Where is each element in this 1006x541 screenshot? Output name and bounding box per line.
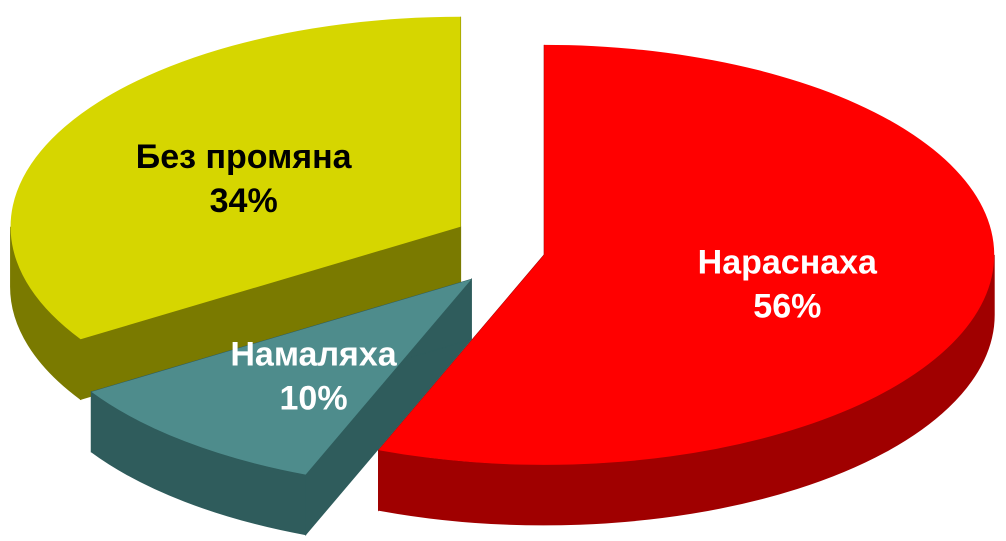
pie-slice [10,16,461,340]
slice-value-label: 56% [753,287,821,325]
pie-slice [378,44,995,465]
slice-value-label: 34% [210,182,278,220]
slice-label: Без промяна [136,138,353,176]
pie-slice [91,279,472,475]
slice-value-label: 10% [280,379,348,417]
slice-label: Намаляха [230,335,397,373]
slice-label: Нараснаха [698,243,878,281]
